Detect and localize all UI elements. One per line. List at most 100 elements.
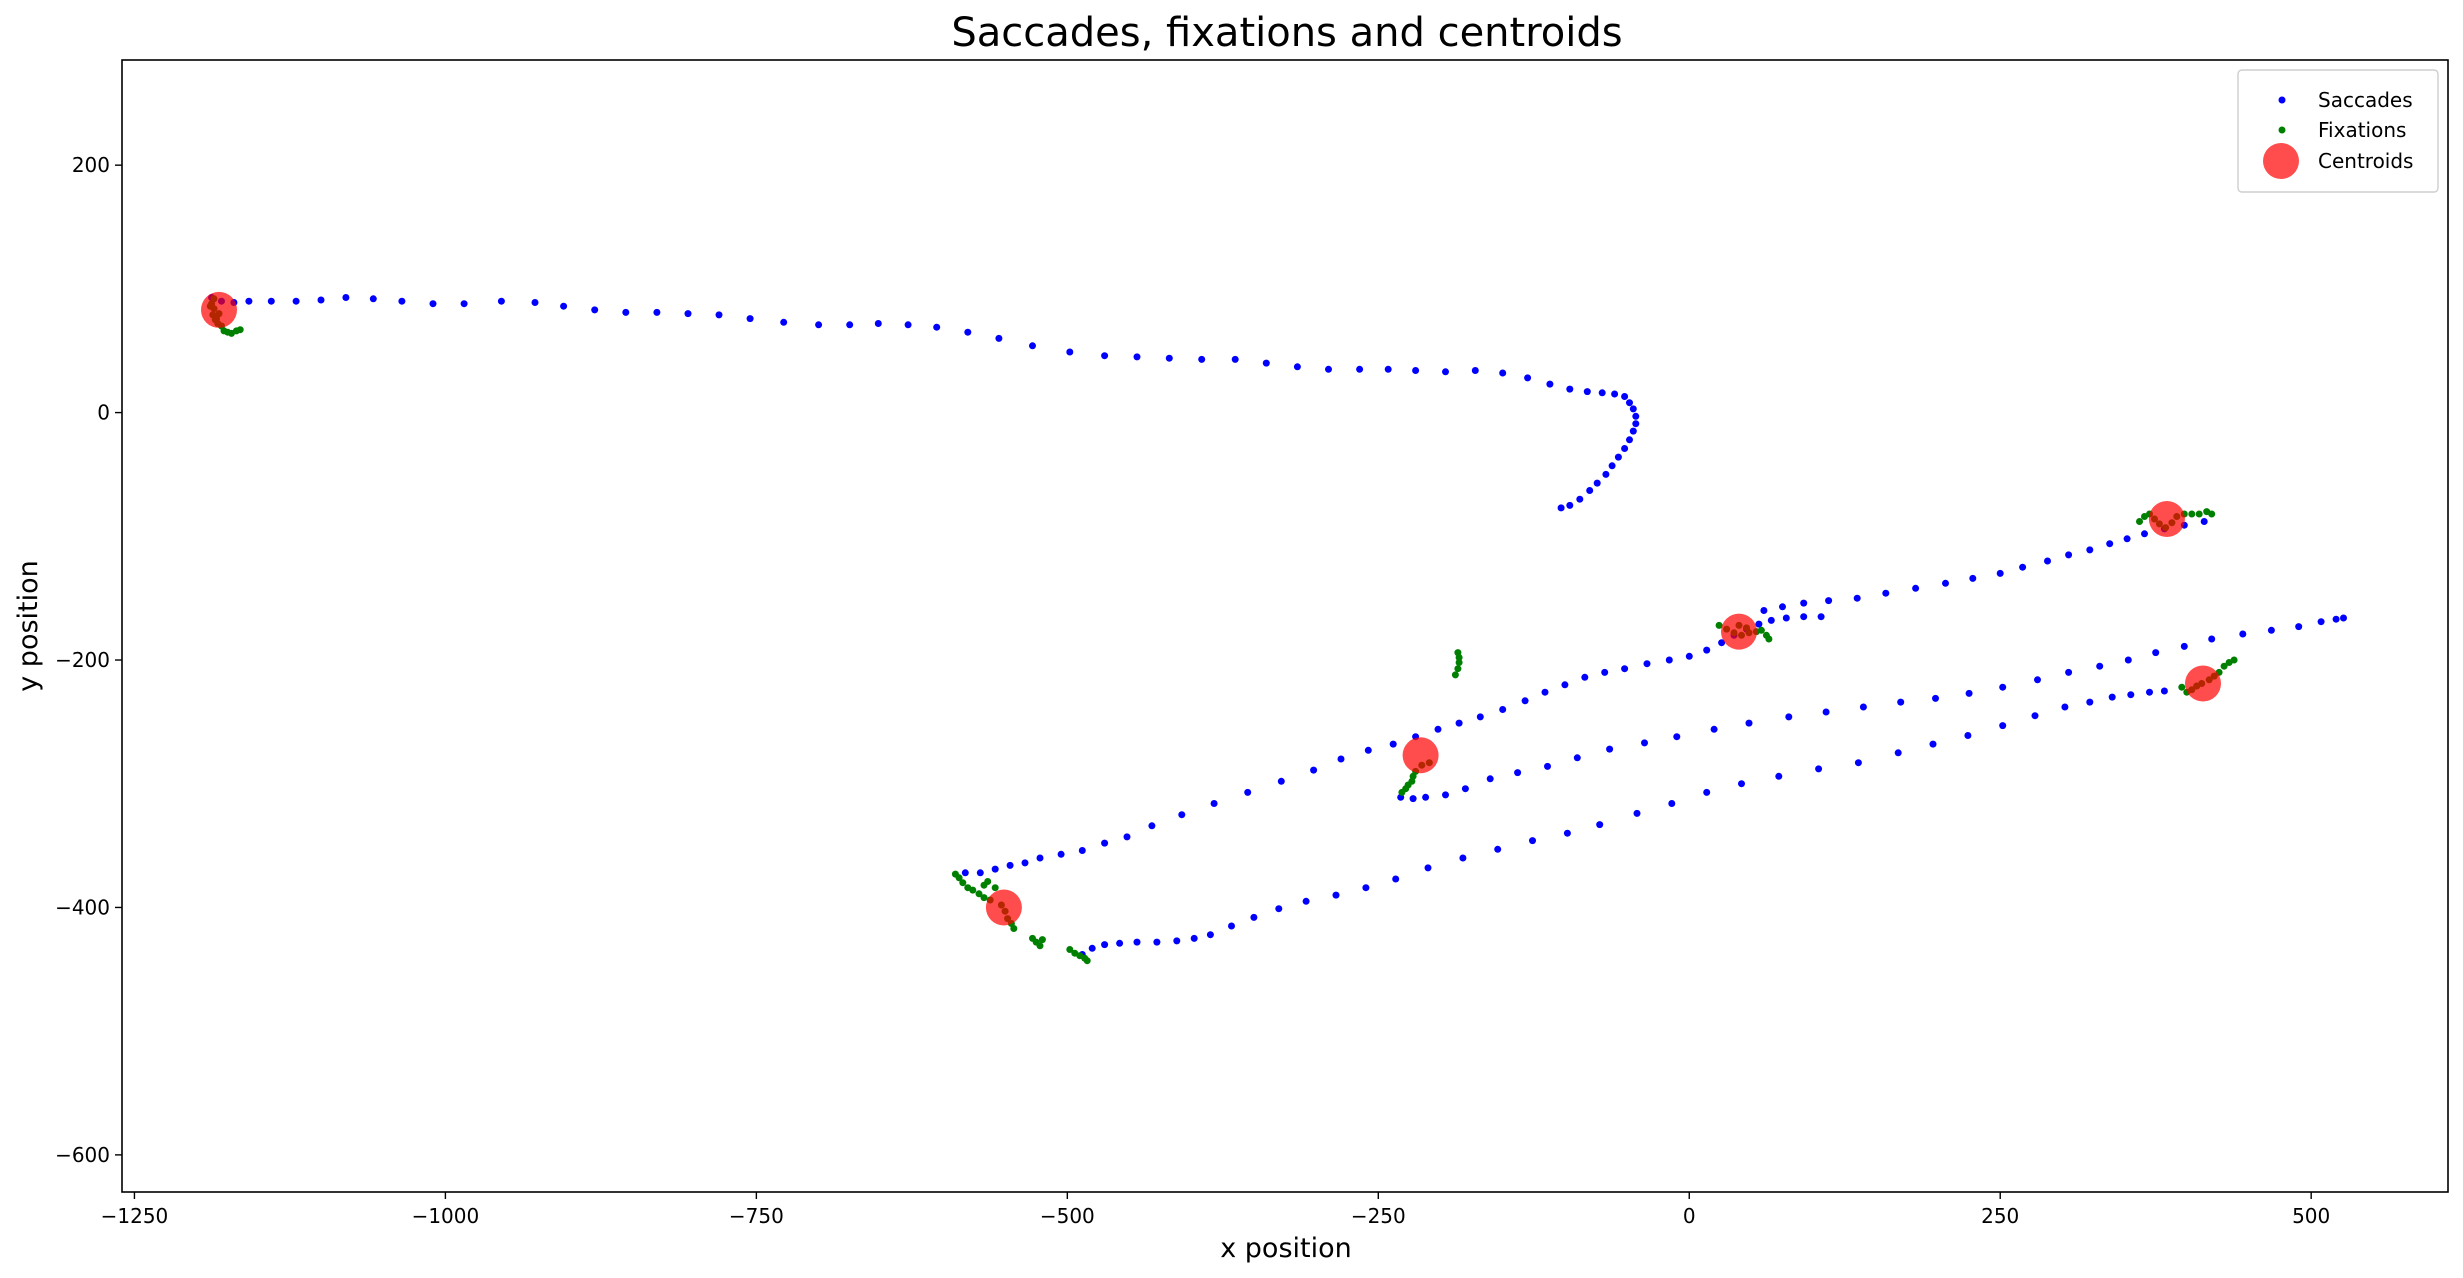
x-tick-label: −250 (1351, 1204, 1406, 1228)
centroid-point-3 (1721, 613, 1757, 650)
fixations-point-73 (2188, 510, 2196, 518)
saccades-point-88 (1455, 719, 1463, 727)
saccades-point-150 (2034, 676, 2041, 684)
saccades-point-60 (1608, 462, 1616, 470)
saccades-point-186 (1668, 800, 1676, 807)
saccades-point-3 (245, 297, 253, 305)
saccades-point-90 (1499, 706, 1507, 713)
saccades-point-156 (2208, 635, 2216, 643)
saccades-point-152 (2096, 662, 2104, 670)
fixations-point-74 (2195, 510, 2203, 518)
saccades-point-17 (653, 308, 661, 316)
saccades-point-189 (1775, 772, 1783, 780)
series-centroids (201, 291, 2221, 926)
saccades-point-169 (1173, 937, 1181, 945)
legend-marker-saccades (2278, 96, 2286, 104)
saccades-point-82 (1310, 766, 1318, 774)
saccades-point-77 (1148, 822, 1156, 830)
saccades-point-157 (2239, 630, 2247, 638)
saccades-point-66 (1557, 504, 1565, 512)
saccades-point-18 (684, 310, 692, 318)
saccades-point-104 (1755, 620, 1763, 628)
saccades-point-154 (2152, 649, 2160, 657)
saccades-point-187 (1703, 788, 1711, 796)
saccades-point-24 (874, 320, 882, 327)
saccades-point-135 (1514, 769, 1522, 777)
saccades-point-70 (1006, 861, 1014, 869)
saccades-point-147 (1932, 694, 1939, 702)
saccades-point-6 (317, 296, 325, 304)
y-tick-label: −200 (55, 648, 110, 672)
saccades-point-159 (2295, 623, 2303, 631)
saccades-point-195 (1999, 722, 2007, 730)
saccades-point-79 (1210, 800, 1218, 807)
saccades-point-160 (2317, 618, 2325, 626)
saccades-point-116 (1942, 579, 1949, 587)
saccades-point-146 (1897, 698, 1905, 706)
saccades-point-20 (746, 315, 754, 323)
saccades-point-73 (1057, 850, 1065, 858)
x-tick-label: −500 (1040, 1204, 1095, 1228)
saccades-point-134 (1486, 775, 1494, 783)
saccades-point-14 (560, 302, 568, 310)
saccades-point-58 (1621, 445, 1629, 452)
legend-label-saccades: Saccades (2318, 88, 2413, 112)
saccades-point-140 (1673, 733, 1681, 741)
x-tick-label: 0 (1683, 1204, 1696, 1228)
saccades-point-179 (1424, 864, 1432, 872)
fixations-point-20 (975, 890, 983, 898)
saccades-point-151 (2065, 668, 2073, 676)
saccades-point-25 (904, 321, 912, 329)
saccades-point-161 (2332, 615, 2340, 623)
saccades-point-67 (961, 869, 969, 877)
fixations-point-39 (1083, 957, 1091, 965)
legend: Saccades Fixations Centroids (2237, 69, 2439, 193)
saccades-point-72 (1036, 854, 1044, 862)
saccades-point-123 (2106, 540, 2114, 548)
saccades-point-97 (1643, 660, 1651, 668)
saccades-point-133 (1461, 785, 1469, 793)
saccades-point-85 (1389, 740, 1397, 748)
saccades-point-124 (2123, 535, 2131, 543)
fixations-point-21 (980, 894, 988, 902)
x-tick-label: 500 (2292, 1204, 2330, 1228)
saccades-point-38 (1325, 365, 1332, 373)
saccades-point-89 (1476, 713, 1484, 721)
fixations-point-53 (1715, 621, 1723, 629)
saccades-point-194 (1964, 732, 1972, 739)
saccades-point-75 (1101, 839, 1109, 847)
saccades-point-91 (1521, 697, 1529, 705)
saccades-point-113 (1853, 594, 1861, 602)
saccades-point-41 (1412, 367, 1420, 374)
plot-frame (121, 59, 2449, 1193)
saccades-point-94 (1581, 673, 1589, 681)
saccades-point-199 (2108, 693, 2116, 701)
saccades-point-106 (1782, 614, 1790, 622)
y-axis-label: y position (13, 560, 44, 692)
fixations-point-24 (984, 878, 992, 885)
saccades-point-180 (1459, 854, 1467, 862)
saccades-point-141 (1710, 725, 1718, 733)
saccades-point-201 (2146, 688, 2153, 696)
saccades-point-149 (1999, 683, 2007, 691)
saccades-point-4 (267, 297, 275, 305)
saccades-point-32 (1133, 353, 1141, 361)
saccades-point-108 (1817, 613, 1825, 621)
saccades-point-130 (1409, 795, 1417, 803)
fixations-point-77 (2178, 683, 2186, 691)
y-tick-label: −600 (55, 1143, 110, 1167)
saccades-point-81 (1277, 777, 1285, 785)
fixations-point-34 (1038, 936, 1046, 944)
saccades-point-33 (1165, 354, 1173, 362)
saccades-point-11 (460, 300, 468, 308)
saccades-point-35 (1231, 355, 1239, 363)
saccades-point-107 (1800, 613, 1808, 621)
y-axis: −600 −400 −200 0 200 (55, 153, 122, 1167)
legend-label-centroids: Centroids (2318, 149, 2413, 173)
saccades-point-13 (531, 299, 539, 306)
saccades-point-56 (1629, 427, 1637, 435)
saccades-point-142 (1745, 719, 1753, 727)
centroid-point-1 (985, 889, 1022, 926)
saccades-point-115 (1912, 584, 1920, 592)
saccades-point-53 (1629, 405, 1637, 413)
